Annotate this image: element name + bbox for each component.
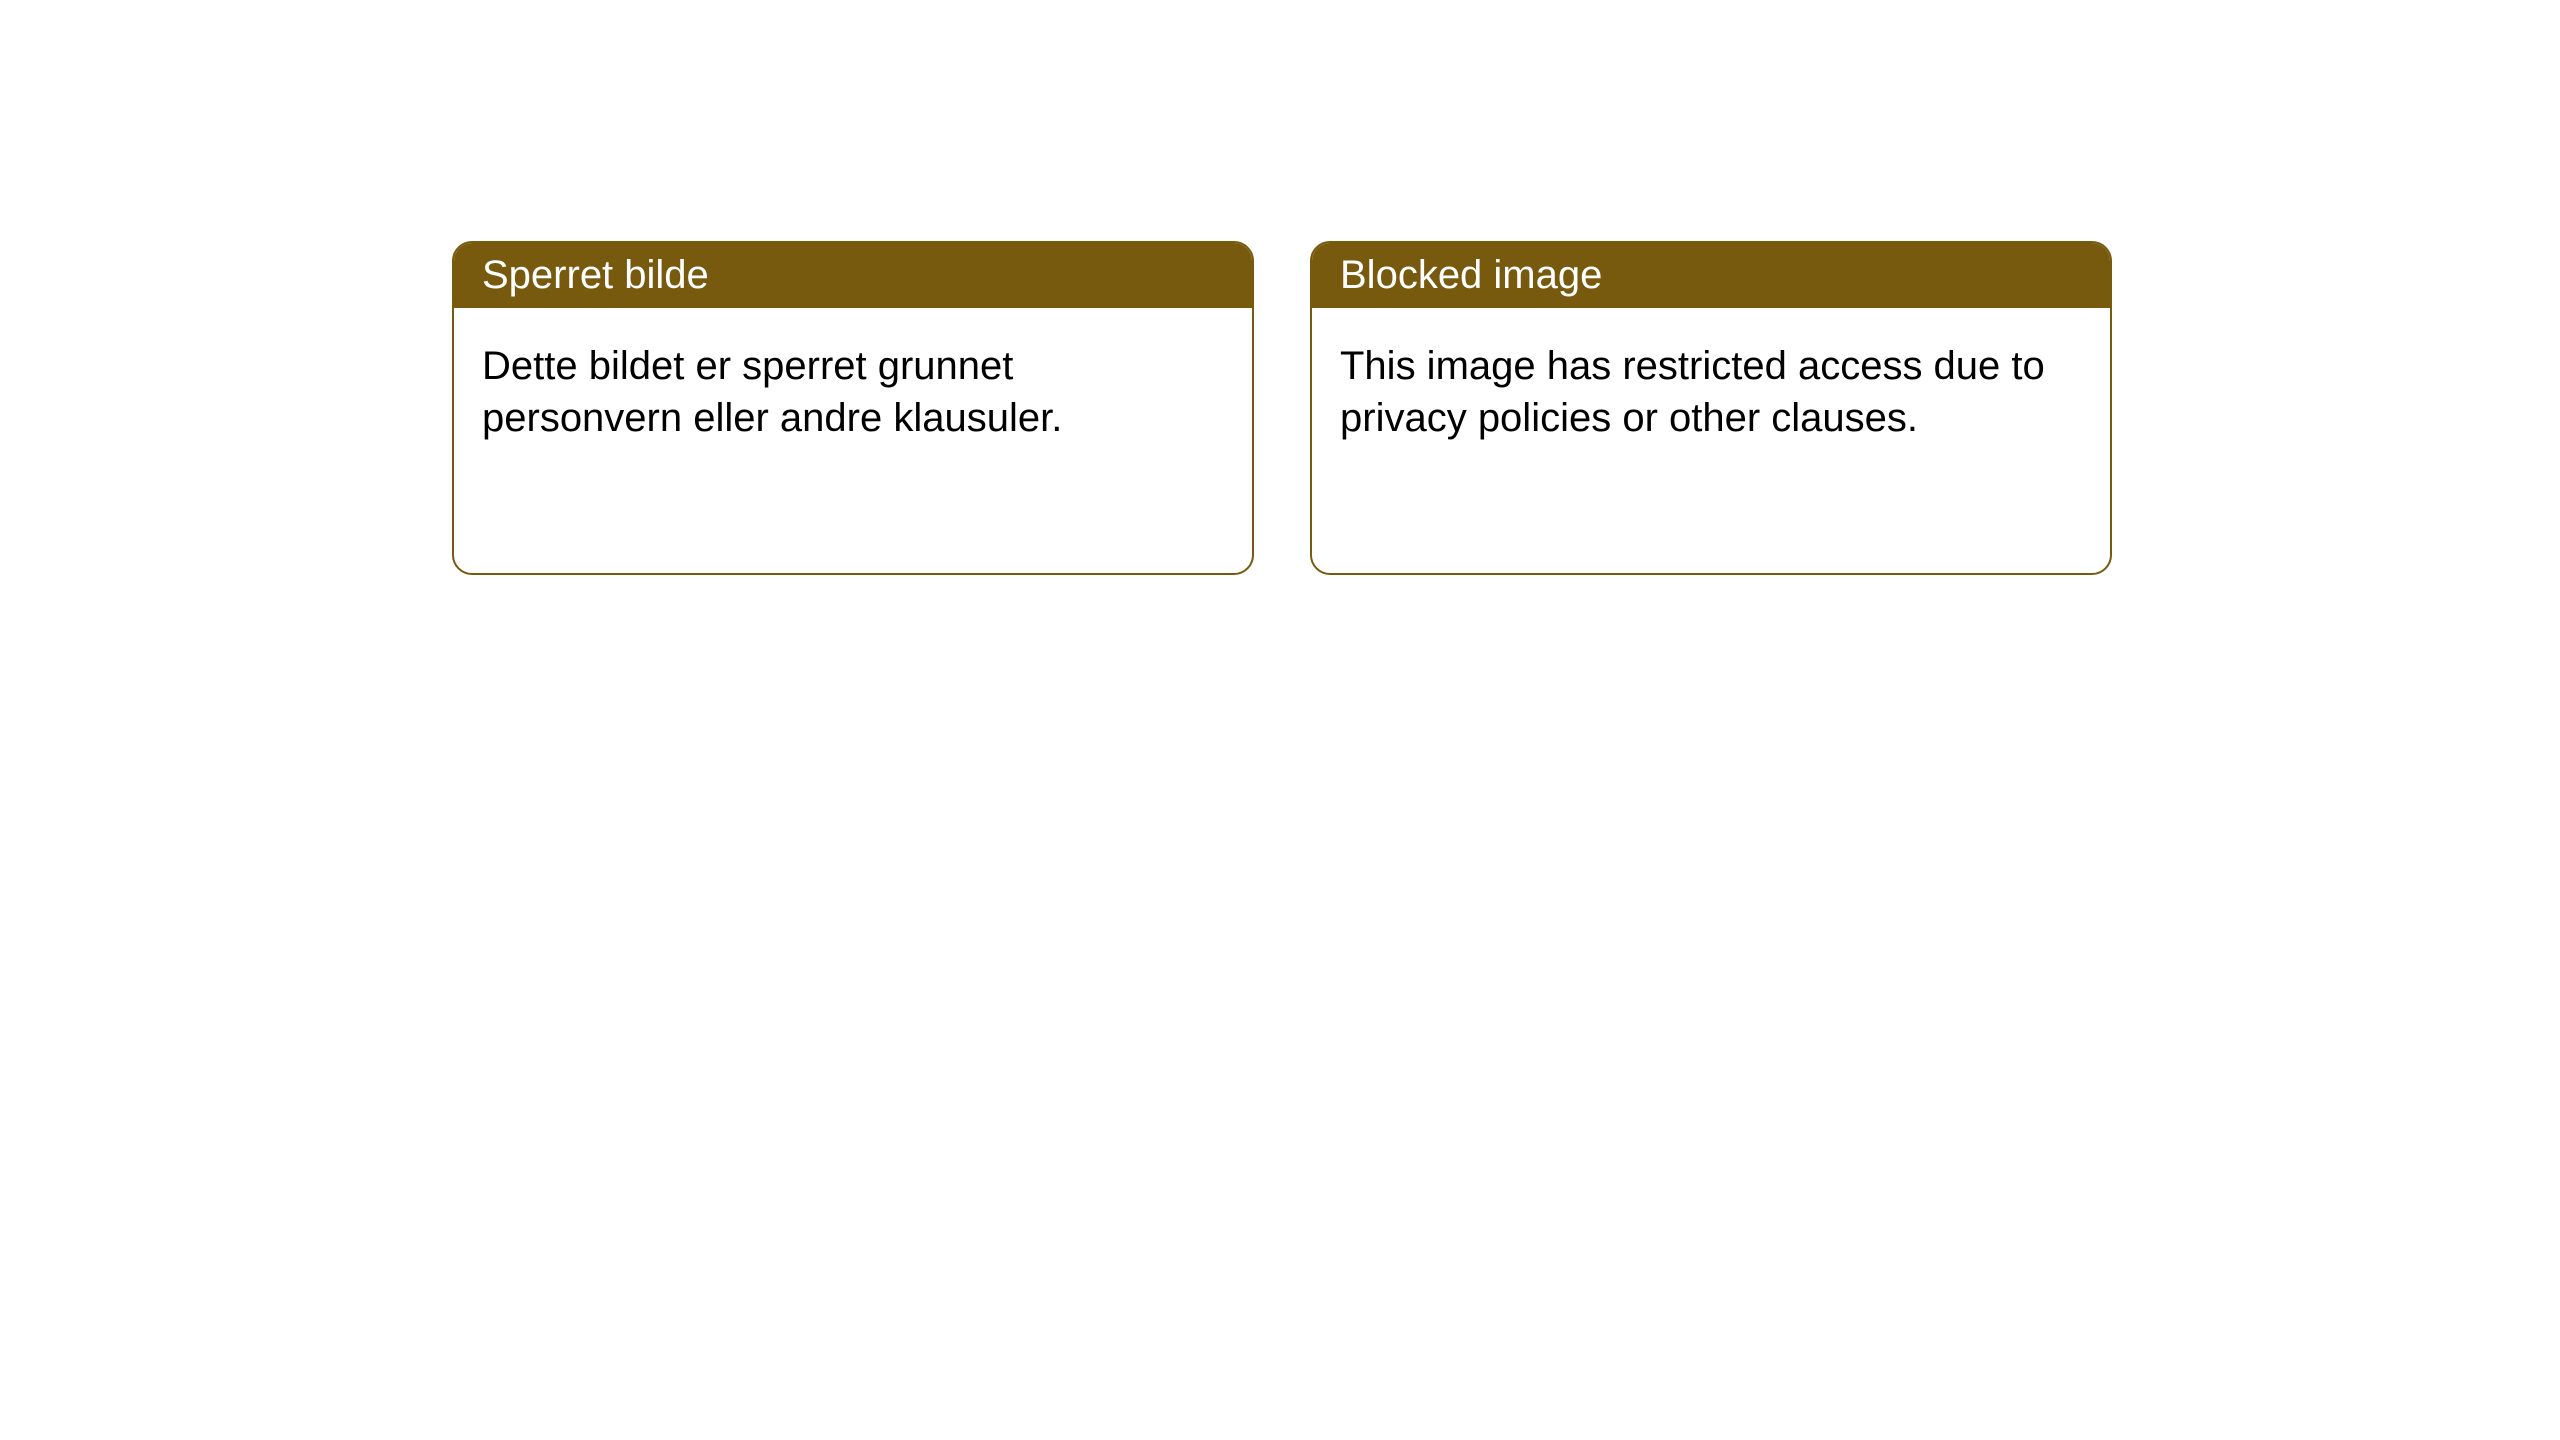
card-message: This image has restricted access due to …: [1340, 344, 2045, 440]
card-title: Blocked image: [1340, 253, 1602, 297]
card-message: Dette bildet er sperret grunnet personve…: [482, 344, 1062, 440]
notice-card-english: Blocked image This image has restricted …: [1310, 241, 2112, 575]
notice-card-norwegian: Sperret bilde Dette bildet er sperret gr…: [452, 241, 1254, 575]
card-header: Sperret bilde: [454, 243, 1252, 308]
card-title: Sperret bilde: [482, 253, 709, 297]
card-header: Blocked image: [1312, 243, 2110, 308]
card-body: This image has restricted access due to …: [1312, 308, 2110, 476]
notice-container: Sperret bilde Dette bildet er sperret gr…: [0, 0, 2560, 575]
card-body: Dette bildet er sperret grunnet personve…: [454, 308, 1252, 476]
